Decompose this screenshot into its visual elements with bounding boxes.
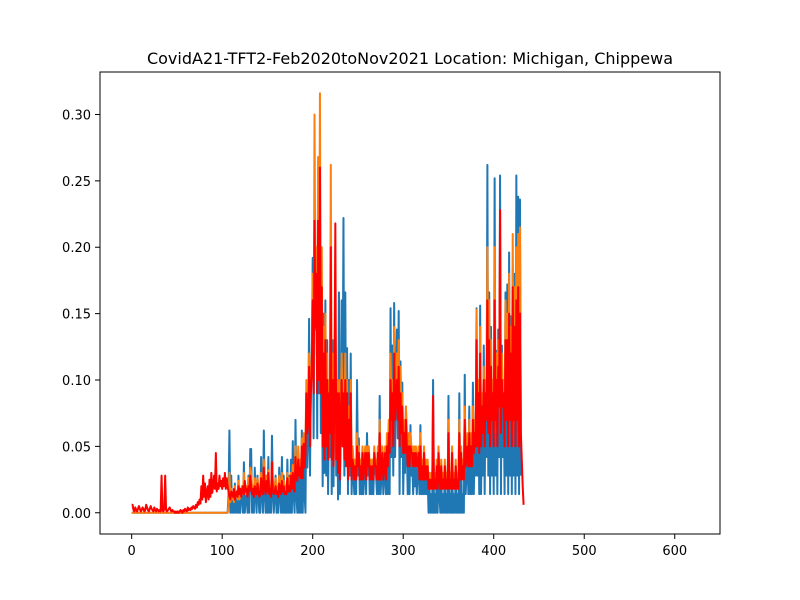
x-tick-label: 200 <box>300 544 325 559</box>
y-tick-label: 0.00 <box>62 507 91 522</box>
x-tick-label: 100 <box>210 544 235 559</box>
chart-title: CovidA21-TFT2-Feb2020toNov2021 Location:… <box>147 49 673 68</box>
y-tick-label: 0.05 <box>62 440 91 455</box>
x-tick-label: 500 <box>572 544 597 559</box>
x-axis: 0 100 200 300 400 500 600 <box>128 534 687 559</box>
y-tick-label: 0.15 <box>62 308 91 323</box>
y-tick-label: 0.25 <box>62 175 91 190</box>
x-tick-label: 400 <box>481 544 506 559</box>
y-tick-label: 0.10 <box>62 374 91 389</box>
y-axis: 0.00 0.05 0.10 0.15 0.20 0.25 0.30 <box>62 108 100 522</box>
axes-frame <box>99 71 721 535</box>
series-layer <box>131 92 525 514</box>
x-tick-label: 300 <box>391 544 416 559</box>
y-tick-label: 0.30 <box>62 108 91 123</box>
x-tick-label: 600 <box>662 544 687 559</box>
x-tick-label: 0 <box>128 544 136 559</box>
y-tick-label: 0.20 <box>62 241 91 256</box>
series-line-3 <box>131 166 525 514</box>
